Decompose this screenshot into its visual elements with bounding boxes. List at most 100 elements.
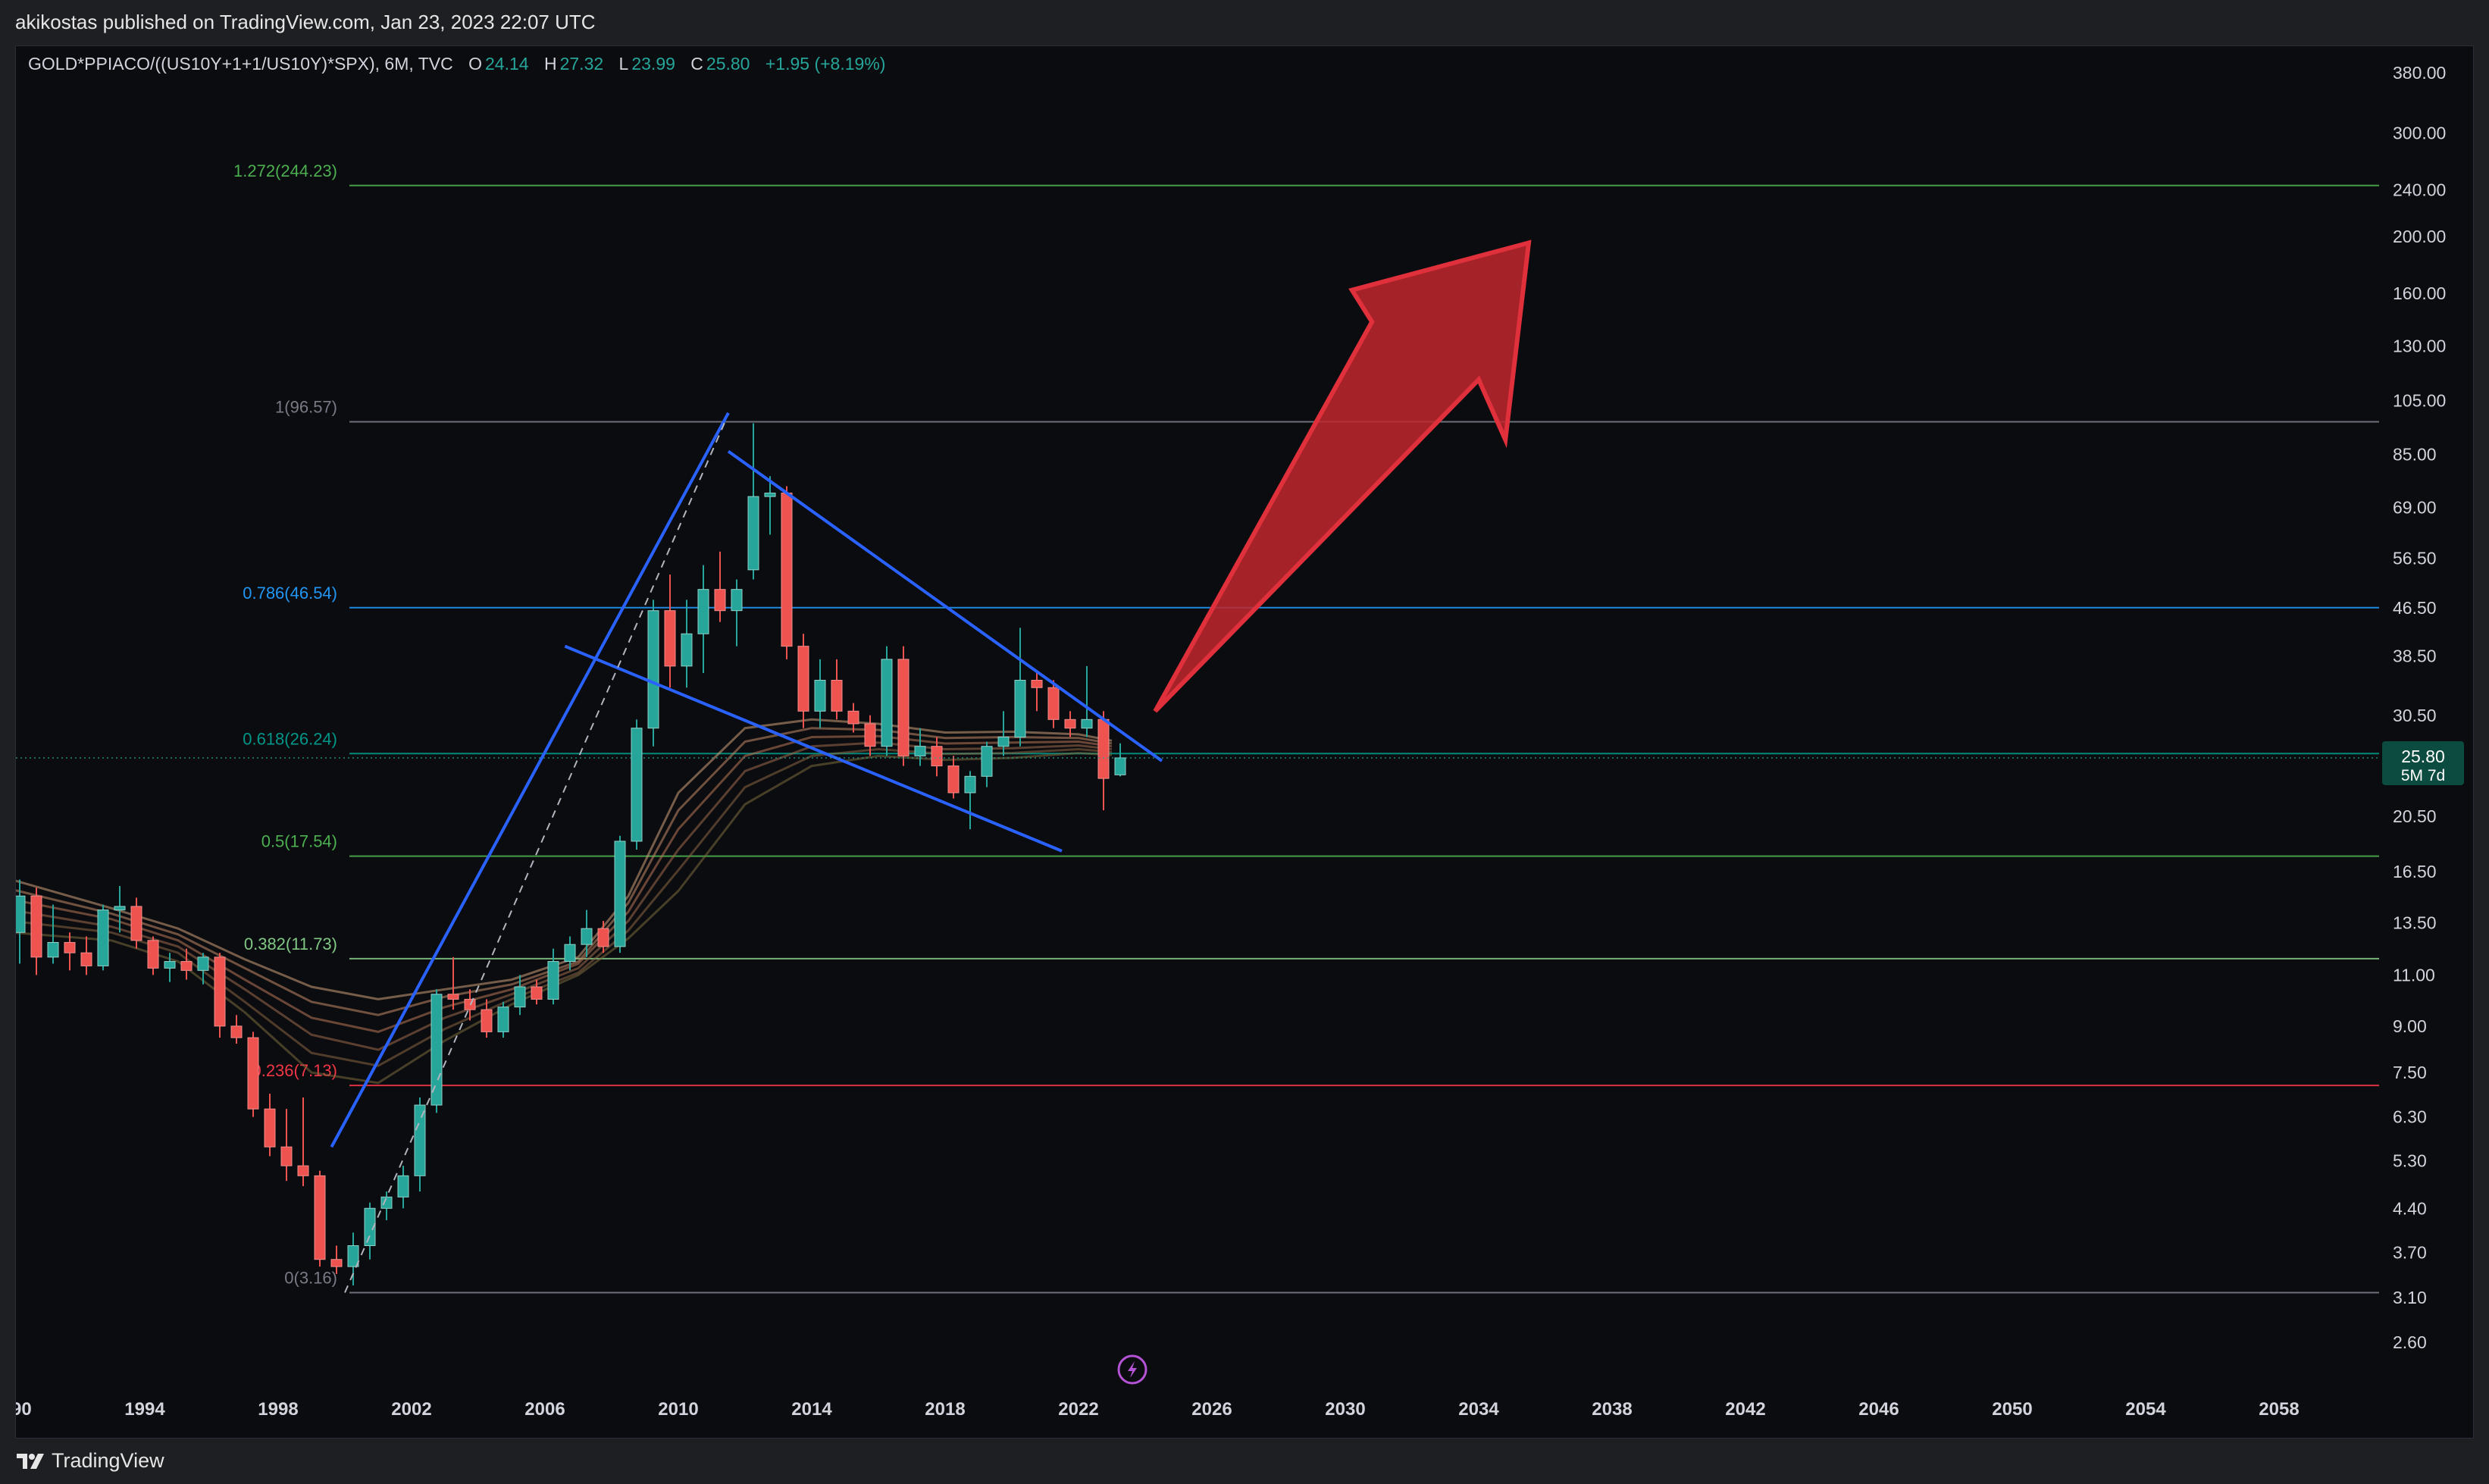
candle-body[interactable]: [731, 589, 743, 612]
candle-body[interactable]: [714, 589, 726, 612]
candle-body[interactable]: [697, 589, 709, 634]
candle-body[interactable]: [397, 1175, 409, 1198]
candle-body[interactable]: [947, 765, 960, 794]
candle-body[interactable]: [547, 961, 559, 1000]
candle-body[interactable]: [1031, 680, 1043, 688]
price-tick-label: 56.50: [2393, 549, 2437, 568]
candle-body[interactable]: [981, 746, 993, 777]
candle-body[interactable]: [897, 659, 910, 756]
candle-body[interactable]: [1014, 680, 1026, 737]
time-tick-label: 2034: [1458, 1399, 1499, 1420]
candle-body[interactable]: [797, 646, 809, 712]
candle-body[interactable]: [997, 736, 1010, 747]
candle-body[interactable]: [597, 928, 609, 947]
candle-body[interactable]: [514, 986, 526, 1008]
candle-body[interactable]: [881, 659, 893, 747]
time-tick-label: 2026: [1191, 1399, 1232, 1420]
price-tick-label: 16.50: [2393, 862, 2437, 881]
candle-body[interactable]: [831, 680, 843, 712]
last-price-badge[interactable]: [2382, 740, 2464, 785]
candle-body[interactable]: [247, 1037, 259, 1110]
chart-canvas[interactable]: 1.272(244.23) 1(96.57) 0.786(46.54) 0.618(2…: [16, 46, 2473, 1438]
tradingview-logo-text: TradingView: [52, 1449, 164, 1472]
forecast-arrow-shape[interactable]: [1153, 240, 1532, 713]
candle-body[interactable]: [16, 895, 26, 933]
candle-body[interactable]: [297, 1165, 309, 1176]
candle-body[interactable]: [781, 493, 793, 647]
price-axis[interactable]: 380.00 300.00 240.00 200.00 160.00 130.00 105.…: [16, 63, 2464, 1352]
candle-body[interactable]: [264, 1108, 276, 1147]
candle-body[interactable]: [30, 895, 42, 958]
trendline[interactable]: [727, 449, 1163, 762]
price-tick-label: 9.00: [2393, 1016, 2427, 1036]
open-value: 24.14: [485, 54, 529, 74]
trendlines[interactable]: [330, 412, 1163, 1293]
candle-body[interactable]: [147, 940, 159, 969]
candle-body[interactable]: [564, 944, 576, 963]
candle-body[interactable]: [214, 956, 226, 1027]
price-tick-label: 38.50: [2393, 646, 2437, 665]
candle-body[interactable]: [1064, 719, 1076, 729]
fib-level-label: 0.618(26.24): [243, 729, 337, 748]
candle-body[interactable]: [414, 1104, 426, 1176]
candle-body[interactable]: [631, 728, 643, 842]
candle-body[interactable]: [497, 1007, 509, 1032]
candle-body[interactable]: [614, 841, 626, 947]
candle-body[interactable]: [814, 680, 826, 712]
candle-body[interactable]: [764, 493, 776, 497]
candle-body[interactable]: [280, 1146, 293, 1166]
candle-body[interactable]: [1081, 719, 1093, 729]
candle-body[interactable]: [447, 994, 459, 1000]
candle-body[interactable]: [914, 746, 926, 756]
symbol-name[interactable]: GOLD*PPIACO/((US10Y+1+1/US10Y)*SPX), 6M,…: [28, 54, 453, 74]
candle-body[interactable]: [330, 1259, 343, 1267]
low-value: 23.99: [631, 54, 675, 74]
tradingview-logo-icon: [17, 1453, 44, 1469]
tradingview-logo[interactable]: TradingView: [15, 1449, 164, 1473]
candle-body[interactable]: [97, 909, 109, 966]
candle-body[interactable]: [80, 952, 92, 966]
candle-body[interactable]: [481, 1009, 493, 1032]
candle-body[interactable]: [747, 496, 759, 571]
candle-body[interactable]: [230, 1025, 243, 1038]
candle-body[interactable]: [180, 961, 193, 971]
candle-body[interactable]: [581, 928, 593, 945]
candle-body[interactable]: [347, 1245, 359, 1267]
fib-level-label: 0.236(7.13): [252, 1061, 337, 1080]
candle-body[interactable]: [47, 941, 59, 958]
fib-retracement[interactable]: 1.272(244.23) 1(96.57) 0.786(46.54) 0.618(2…: [233, 161, 2379, 1294]
time-tick-label: 1990: [16, 1399, 32, 1420]
candle-body[interactable]: [664, 610, 676, 667]
price-tick-label: 7.50: [2393, 1063, 2427, 1082]
candle-body[interactable]: [931, 746, 943, 767]
candle-body[interactable]: [531, 986, 543, 1000]
candle-body[interactable]: [647, 610, 659, 729]
candle-body[interactable]: [1047, 687, 1060, 720]
candle-body[interactable]: [197, 956, 209, 971]
candle-body[interactable]: [847, 710, 859, 725]
chart-frame[interactable]: 1.272(244.23) 1(96.57) 0.786(46.54) 0.618(2…: [15, 45, 2474, 1439]
candle-body[interactable]: [864, 723, 876, 747]
candle-body[interactable]: [1114, 757, 1126, 775]
trendline[interactable]: [330, 412, 730, 1148]
candle-body[interactable]: [964, 775, 976, 794]
candlestick-series[interactable]: [16, 423, 1126, 1286]
candle-body[interactable]: [314, 1175, 326, 1260]
candle-body[interactable]: [430, 994, 443, 1106]
price-tick-label: 240.00: [2393, 180, 2446, 200]
candle-body[interactable]: [64, 941, 76, 953]
time-tick-label: 2050: [1992, 1399, 2032, 1420]
candle-body[interactable]: [380, 1196, 393, 1209]
trendline[interactable]: [564, 644, 1063, 853]
candle-body[interactable]: [364, 1207, 376, 1247]
candle-body[interactable]: [1097, 719, 1110, 779]
lightning-bolt-icon[interactable]: [1117, 1354, 1147, 1385]
symbol-legend[interactable]: GOLD*PPIACO/((US10Y+1+1/US10Y)*SPX), 6M,…: [28, 54, 888, 74]
candle-body[interactable]: [114, 906, 126, 911]
candle-body[interactable]: [164, 961, 176, 969]
candle-body[interactable]: [130, 906, 142, 941]
fib-trend-dashed-line[interactable]: [344, 421, 726, 1293]
candle-body[interactable]: [681, 633, 693, 667]
time-axis[interactable]: 1990 1994 1998 2002 2006 2010 2014 2018 2022 2026…: [16, 1399, 2300, 1420]
forecast-arrow[interactable]: [1153, 240, 1532, 713]
